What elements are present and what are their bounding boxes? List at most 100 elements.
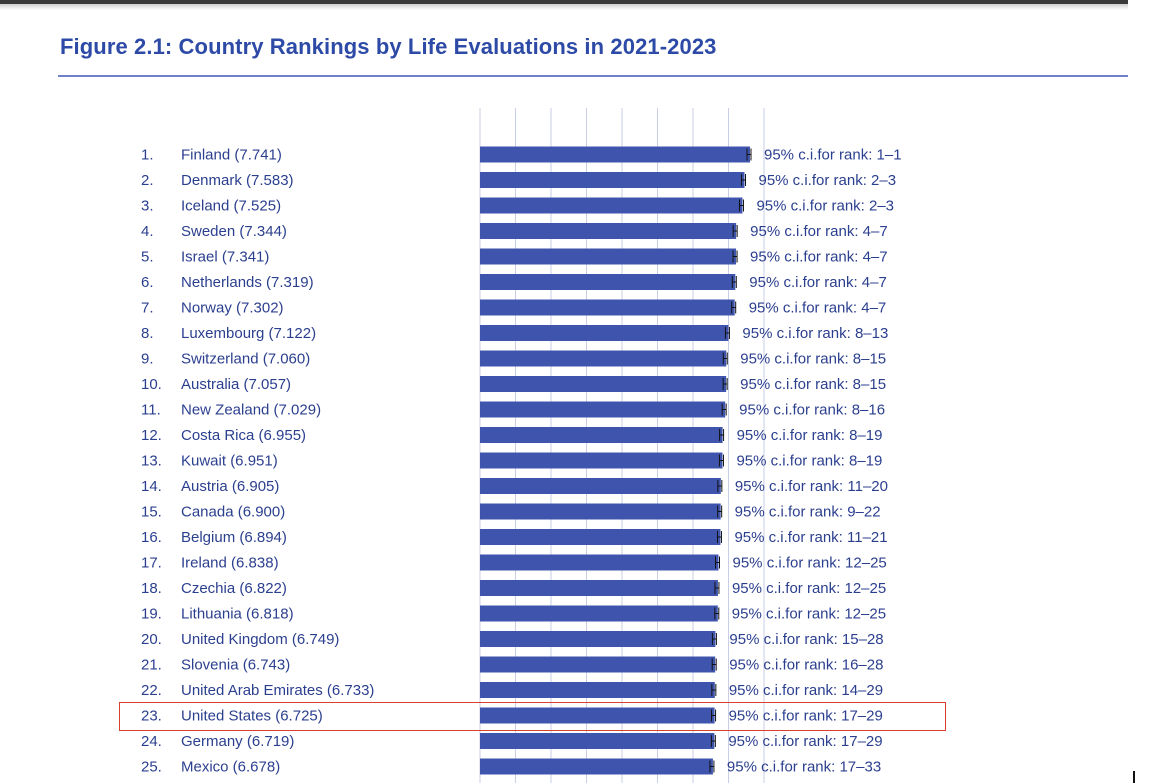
rank-label: 5. [141, 249, 154, 266]
rank-label: 10. [141, 376, 162, 393]
country-label: Ireland (6.838) [181, 555, 279, 572]
bar [480, 401, 726, 418]
top-border-shadow [0, 4, 1128, 10]
bar [480, 656, 716, 673]
rank-label: 24. [141, 733, 162, 750]
rank-label: 13. [141, 453, 162, 470]
country-label: Iceland (7.525) [181, 198, 281, 215]
rank-label: 7. [141, 300, 154, 317]
ci-label: 95% c.i.for rank: 4–7 [750, 249, 888, 266]
rank-label: 12. [141, 427, 162, 444]
country-label: Finland (7.741) [181, 147, 282, 164]
country-label: Israel (7.341) [181, 249, 269, 266]
bar [480, 274, 736, 290]
rank-label: 4. [141, 223, 154, 240]
ci-label: 95% c.i.for rank: 2–3 [758, 172, 896, 189]
rank-label: 2. [141, 172, 154, 189]
rank-label: 6. [141, 274, 154, 291]
country-label: United Kingdom (6.749) [181, 631, 339, 648]
country-label: Austria (6.905) [181, 478, 279, 495]
bar [480, 529, 721, 545]
country-label: Lithuania (6.818) [181, 606, 294, 623]
country-label: Luxembourg (7.122) [181, 325, 316, 342]
figure-title: Figure 2.1: Country Rankings by Life Eva… [60, 34, 717, 59]
bar [480, 325, 729, 341]
bar [480, 146, 750, 163]
ci-label: 95% c.i.for rank: 12–25 [732, 606, 886, 623]
country-label: Norway (7.302) [181, 300, 284, 317]
bar [480, 427, 723, 443]
rank-label: 9. [141, 351, 154, 368]
page-edge-mark [1133, 771, 1135, 783]
bar [480, 733, 715, 749]
ci-label: 95% c.i.for rank: 9–22 [735, 504, 881, 521]
rank-label: 3. [141, 198, 154, 215]
ci-label: 95% c.i.for rank: 12–25 [733, 555, 887, 572]
rank-label: 19. [141, 606, 162, 623]
rank-label: 17. [141, 555, 162, 572]
ci-label: 95% c.i.for rank: 17–29 [729, 708, 883, 725]
ci-label: 95% c.i.for rank: 4–7 [749, 300, 887, 317]
ci-label: 95% c.i.for rank: 17–33 [727, 759, 881, 776]
bar [480, 631, 716, 647]
ci-label: 95% c.i.for rank: 2–3 [756, 198, 894, 215]
top-border [0, 0, 1128, 4]
country-label: United Arab Emirates (6.733) [181, 682, 374, 699]
rank-label: 18. [141, 580, 162, 597]
ci-label: 95% c.i.for rank: 8–15 [740, 351, 886, 368]
rank-label: 11. [141, 402, 161, 419]
ci-label: 95% c.i.for rank: 8–16 [739, 402, 885, 419]
bar [480, 758, 713, 775]
bar [480, 223, 737, 239]
rank-label: 20. [141, 631, 162, 648]
country-label: Australia (7.057) [181, 376, 291, 393]
ci-label: 95% c.i.for rank: 17–29 [728, 733, 882, 750]
bar [480, 350, 727, 367]
bar [480, 248, 737, 265]
country-label: Kuwait (6.951) [181, 453, 278, 470]
country-label: Mexico (6.678) [181, 759, 280, 776]
bar [480, 554, 719, 571]
bar [480, 452, 723, 469]
country-label: New Zealand (7.029) [181, 402, 321, 419]
ci-label: 95% c.i.for rank: 8–19 [736, 453, 882, 470]
bar [480, 376, 727, 392]
rank-label: 1. [141, 147, 154, 164]
country-label: Switzerland (7.060) [181, 351, 310, 368]
country-label: Belgium (6.894) [181, 529, 287, 546]
bar [480, 197, 743, 214]
rank-label: 16. [141, 529, 162, 546]
ci-label: 95% c.i.for rank: 12–25 [732, 580, 886, 597]
country-label: Costa Rica (6.955) [181, 427, 306, 444]
ci-label: 95% c.i.for rank: 1–1 [764, 147, 902, 164]
country-label: Denmark (7.583) [181, 172, 294, 189]
rank-label: 15. [141, 504, 162, 521]
ci-label: 95% c.i.for rank: 15–28 [729, 631, 883, 648]
rank-label: 22. [141, 682, 162, 699]
rank-label: 23. [141, 708, 162, 725]
rank-label: 14. [141, 478, 162, 495]
country-label: Sweden (7.344) [181, 223, 287, 240]
bar [480, 707, 715, 724]
title-underline [58, 75, 1128, 77]
bar [480, 172, 745, 188]
bar [480, 503, 721, 520]
country-label: Germany (6.719) [181, 733, 294, 750]
country-label: Canada (6.900) [181, 504, 285, 521]
ci-label: 95% c.i.for rank: 8–15 [740, 376, 886, 393]
rank-label: 8. [141, 325, 154, 342]
ci-label: 95% c.i.for rank: 8–19 [737, 427, 883, 444]
rank-label: 25. [141, 759, 162, 776]
country-label: United States (6.725) [181, 708, 323, 725]
country-label: Czechia (6.822) [181, 580, 287, 597]
bar [480, 478, 721, 494]
ci-label: 95% c.i.for rank: 4–7 [749, 274, 887, 291]
ci-label: 95% c.i.for rank: 16–28 [729, 657, 883, 674]
ci-label: 95% c.i.for rank: 14–29 [729, 682, 883, 699]
country-label: Netherlands (7.319) [181, 274, 314, 291]
rank-label: 21. [141, 657, 162, 674]
bar [480, 682, 715, 698]
country-label: Slovenia (6.743) [181, 657, 290, 674]
bar [480, 299, 735, 316]
